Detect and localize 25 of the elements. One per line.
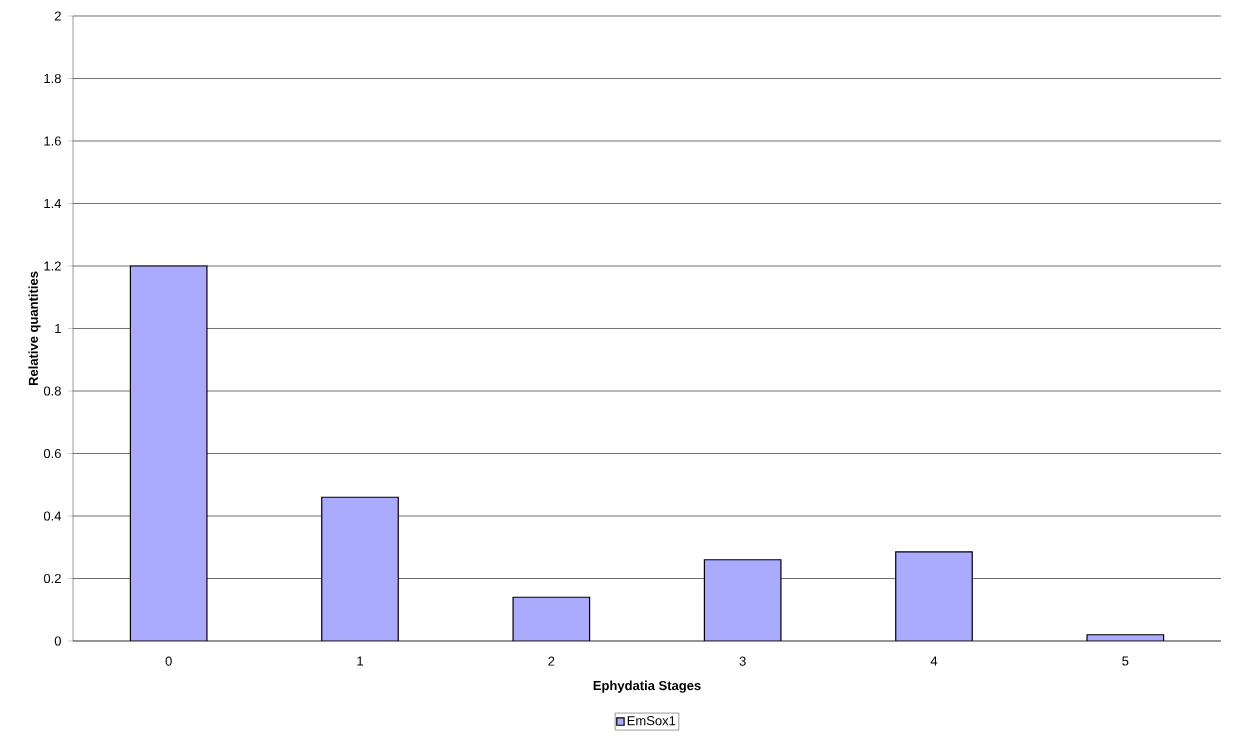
x-axis-title: Ephydatia Stages [593, 680, 701, 693]
bar [321, 496, 399, 641]
y-tick-label: 0.6 [43, 448, 61, 459]
y-tick-label: 0.2 [43, 573, 61, 584]
x-tick-label: 1 [357, 656, 363, 666]
bar [703, 559, 782, 641]
bar [129, 265, 208, 641]
bar [512, 596, 591, 641]
y-tick-label: 1 [55, 324, 61, 333]
y-tick-label: 0.4 [43, 511, 62, 521]
y-tick-label: 1.2 [44, 261, 61, 271]
x-tick-label: 2 [548, 656, 555, 666]
y-tick-label: 1.6 [44, 136, 61, 146]
x-tick-label: 0 [165, 656, 172, 666]
y-axis-title: Relative quantities [28, 271, 41, 386]
y-tick-label: 0.8 [43, 386, 61, 396]
y-tick-label: 1.4 [44, 199, 62, 208]
x-tick-label: 5 [1122, 656, 1129, 666]
legend-label: EmSox1 [627, 716, 676, 726]
y-tick-label: 1.8 [44, 73, 61, 84]
x-tick-label: 4 [930, 656, 938, 666]
y-tick-label: 0 [54, 636, 61, 646]
y-tick-label: 2 [54, 11, 61, 21]
x-tick-label: 3 [739, 656, 746, 666]
bar [895, 551, 973, 641]
